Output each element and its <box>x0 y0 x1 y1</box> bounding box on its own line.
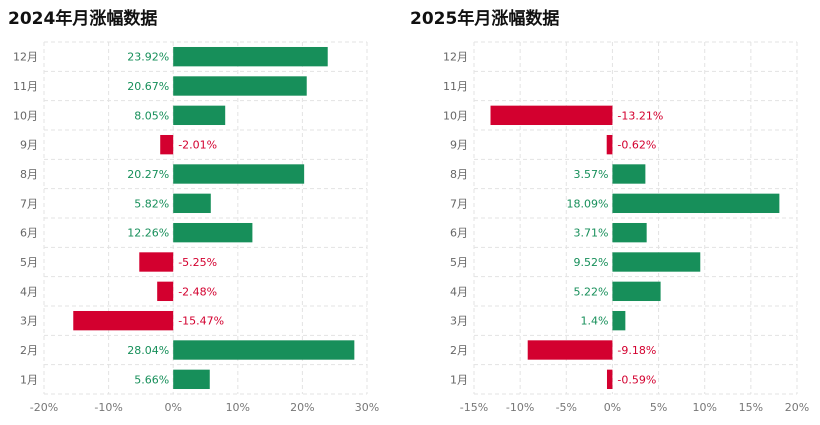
data-label: -9.18% <box>617 344 656 357</box>
x-tick-label: -5% <box>556 401 577 414</box>
y-tick-label: 2月 <box>450 344 468 357</box>
y-tick-label: 10月 <box>443 109 468 122</box>
bar-negative <box>160 134 174 155</box>
bar-negative <box>157 281 174 302</box>
x-tick-label: -10% <box>506 401 534 414</box>
y-tick-label: 4月 <box>450 285 468 298</box>
data-label: 20.27% <box>127 168 169 181</box>
bar-positive <box>173 222 253 243</box>
data-label: 1.4% <box>580 315 608 328</box>
chart-title-2024: 2024年月涨幅数据 <box>8 9 158 29</box>
bar-positive <box>612 281 661 302</box>
y-tick-label: 5月 <box>20 256 38 269</box>
bar-negative <box>606 134 613 155</box>
x-tick-label: 20% <box>785 401 809 414</box>
y-tick-label: 7月 <box>450 197 468 210</box>
y-tick-label: 3月 <box>450 315 468 328</box>
y-tick-label: 3月 <box>20 315 38 328</box>
bar-positive <box>173 76 307 96</box>
x-tick-label: 10% <box>226 401 250 414</box>
bar-positive <box>173 369 210 390</box>
data-label: 23.92% <box>127 51 169 64</box>
data-label: -0.59% <box>617 373 656 386</box>
bar-negative <box>490 105 613 126</box>
x-tick-label: 30% <box>355 401 379 414</box>
x-tick-label: -20% <box>30 401 58 414</box>
y-tick-label: 6月 <box>20 227 38 240</box>
y-tick-label: 4月 <box>20 285 38 298</box>
y-tick-label: 9月 <box>20 139 38 152</box>
data-label: -5.25% <box>178 256 217 269</box>
bar-positive <box>612 164 646 184</box>
y-tick-label: 11月 <box>13 80 38 93</box>
y-tick-label: 9月 <box>450 139 468 152</box>
data-label: 12.26% <box>127 227 169 240</box>
data-label: -13.21% <box>617 109 663 122</box>
data-label: 5.82% <box>134 197 169 210</box>
bar-chart-2025: -15% -10% -5% 0% 5% 10% 15% 20% 1月 -0.59% 2月 -9.18%… <box>443 41 809 414</box>
bar-positive <box>173 164 305 184</box>
bar-positive <box>173 46 328 67</box>
data-label: 18.09% <box>566 197 608 210</box>
y-tick-label: 12月 <box>13 51 38 64</box>
x-tick-label: -10% <box>94 401 122 414</box>
bar-chart-2024: -20% -10% 0% 10% 20% 30% 1月 5.66% 2月 28.04% 3月 -15.… <box>13 41 379 414</box>
bar-negative <box>139 252 174 272</box>
data-label: -2.48% <box>178 285 217 298</box>
chart-panel-2025: 2025年月涨幅数据 -15% -10% -5% 0% 5% 10% 15% 20% 1月 -0.… <box>410 0 820 425</box>
bar-positive <box>612 252 701 272</box>
bar-positive <box>612 193 780 214</box>
data-label: 28.04% <box>127 344 169 357</box>
data-label: 5.22% <box>573 285 608 298</box>
data-label: 8.05% <box>134 109 169 122</box>
y-tick-label: 5月 <box>450 256 468 269</box>
x-tick-label: 15% <box>739 401 763 414</box>
bar-positive <box>173 105 226 126</box>
bar-negative <box>606 369 613 390</box>
data-label: -0.62% <box>617 139 656 152</box>
y-tick-label: 8月 <box>450 168 468 181</box>
y-tick-label: 1月 <box>450 373 468 386</box>
chart-panel-2024: 2024年月涨幅数据 -20% -10% 0% 10% 20% 30% 1月 5.66% 2月 2… <box>8 9 379 414</box>
y-tick-label: 12月 <box>443 51 468 64</box>
bar-positive <box>173 193 211 214</box>
bar-positive <box>173 340 355 360</box>
y-tick-label: 11月 <box>443 80 468 93</box>
chart-title-2025: 2025年月涨幅数据 <box>410 9 560 29</box>
bar-positive <box>612 222 647 243</box>
x-tick-label: 10% <box>692 401 716 414</box>
x-tick-label: 20% <box>290 401 314 414</box>
y-tick-label: 10月 <box>13 109 38 122</box>
x-tick-label: 0% <box>164 401 181 414</box>
y-tick-label: 7月 <box>20 197 38 210</box>
x-tick-label: -15% <box>460 401 488 414</box>
data-label: 9.52% <box>573 256 608 269</box>
data-label: 3.71% <box>573 227 608 240</box>
data-label: 5.66% <box>134 373 169 386</box>
bar-positive <box>612 310 626 331</box>
data-label: 20.67% <box>127 80 169 93</box>
bar-negative <box>73 310 174 331</box>
x-tick-label: 0% <box>604 401 621 414</box>
x-tick-label: 5% <box>650 401 667 414</box>
y-tick-label: 8月 <box>20 168 38 181</box>
data-label: 3.57% <box>573 168 608 181</box>
data-label: -15.47% <box>178 315 224 328</box>
y-tick-label: 6月 <box>450 227 468 240</box>
bar-negative <box>527 340 613 360</box>
data-label: -2.01% <box>178 139 217 152</box>
y-tick-label: 2月 <box>20 344 38 357</box>
y-tick-label: 1月 <box>20 373 38 386</box>
